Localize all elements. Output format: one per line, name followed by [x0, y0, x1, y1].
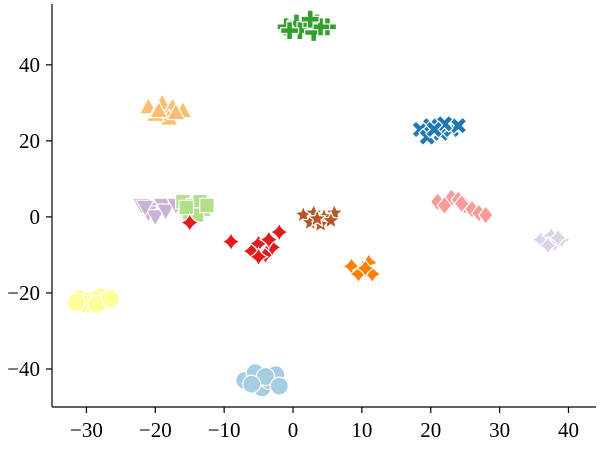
- x-tick-label: 10: [351, 418, 372, 442]
- series-3: [131, 197, 186, 228]
- series-0: [276, 9, 338, 43]
- series-7: [429, 187, 494, 225]
- data-point: [449, 116, 468, 135]
- data-point: [354, 257, 376, 279]
- data-point: [436, 195, 453, 216]
- series-6: [293, 202, 345, 234]
- data-point: [279, 21, 300, 41]
- y-tick-label: 20: [19, 129, 40, 153]
- series-4: [175, 193, 215, 223]
- x-tick-label: 40: [558, 418, 579, 442]
- data-point: [155, 203, 176, 222]
- data-point: [477, 205, 494, 225]
- data-point: [179, 211, 201, 234]
- data-point: [453, 193, 470, 214]
- data-point: [178, 199, 195, 216]
- data-point: [424, 120, 444, 139]
- data-point: [258, 229, 280, 251]
- data-point: [307, 208, 328, 228]
- data-point: [220, 230, 242, 253]
- series-1: [138, 92, 193, 126]
- data-point: [66, 292, 86, 313]
- data-point: [269, 376, 289, 396]
- axes: −30 −20 −10 0 10 20 30 40 −40 −20 0 20 40: [7, 4, 596, 442]
- y-tick-label: −40: [7, 357, 40, 381]
- x-tick-label: −20: [139, 418, 172, 442]
- data-point: [100, 289, 121, 309]
- x-tick-label: −10: [208, 418, 241, 442]
- data-point: [247, 246, 270, 268]
- series-10: [66, 287, 121, 314]
- series-11: [235, 363, 289, 398]
- data-point: [268, 221, 290, 243]
- data-point: [148, 100, 169, 119]
- data-point: [300, 9, 320, 29]
- x-tick-label: 0: [288, 418, 299, 442]
- x-tick-label: 20: [420, 418, 441, 442]
- x-tick-label: 30: [489, 418, 510, 442]
- series-9: [530, 225, 573, 257]
- data-point: [134, 199, 155, 218]
- data-point: [242, 374, 262, 394]
- y-tick-label: 0: [30, 205, 41, 229]
- data-point: [547, 227, 569, 249]
- data-point: [537, 234, 559, 257]
- data-point: [145, 209, 166, 228]
- data-point: [165, 102, 186, 121]
- y-tick-label: −20: [7, 281, 40, 305]
- x-tick-label: −30: [70, 418, 103, 442]
- series-5: [179, 211, 290, 268]
- series-2: [411, 114, 468, 147]
- y-tick-label: 40: [19, 53, 40, 77]
- series-8: [340, 251, 383, 285]
- data-point: [199, 197, 215, 214]
- plot-area: [66, 9, 573, 398]
